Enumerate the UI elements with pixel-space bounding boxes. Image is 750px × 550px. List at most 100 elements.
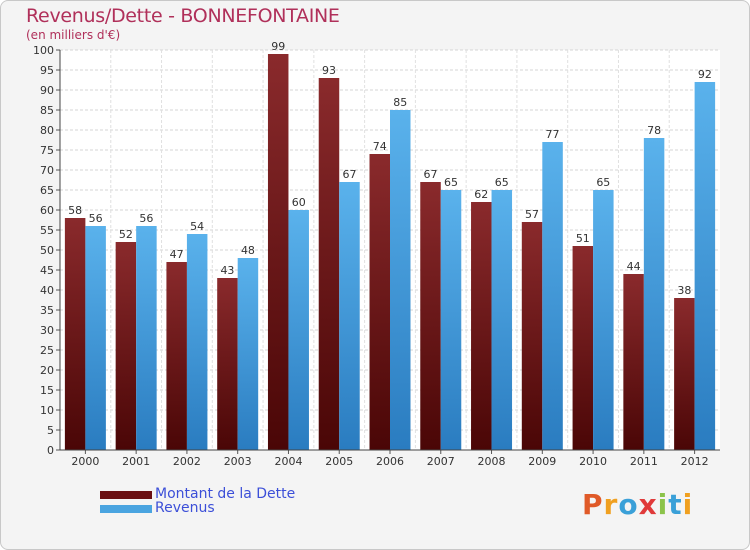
y-tick-label: 75 (40, 144, 54, 157)
data-label-dette: 58 (68, 204, 82, 217)
bar-dette (420, 182, 441, 450)
bar-dette (674, 298, 695, 450)
logo-letter: P (582, 488, 604, 521)
bar-revenus (288, 210, 309, 450)
bar-dette (217, 278, 238, 450)
y-tick-label: 5 (47, 424, 54, 437)
y-tick-label: 0 (47, 444, 54, 457)
bar-revenus (85, 226, 106, 450)
data-label-dette: 38 (677, 284, 691, 297)
y-tick-label: 30 (40, 324, 54, 337)
data-label-revenus: 67 (342, 168, 356, 181)
data-label-revenus: 65 (596, 176, 610, 189)
x-tick-label: 2008 (478, 455, 506, 468)
data-label-revenus: 85 (393, 96, 407, 109)
data-label-dette: 67 (424, 168, 438, 181)
bar-dette (521, 222, 543, 450)
x-tick-label: 2003 (224, 455, 252, 468)
bar-revenus (237, 258, 259, 450)
y-tick-label: 40 (40, 284, 54, 297)
bar-dette (318, 78, 340, 450)
bar-dette (267, 54, 289, 450)
legend-swatch-dette (100, 491, 152, 499)
data-label-revenus: 92 (698, 68, 712, 81)
bar-dette (64, 218, 86, 450)
data-label-dette: 47 (170, 248, 184, 261)
legend-label-revenus: Revenus (155, 500, 215, 516)
data-label-dette: 99 (271, 40, 285, 53)
data-label-revenus: 56 (139, 212, 153, 225)
x-tick-label: 2009 (528, 455, 556, 468)
bar-dette (572, 246, 594, 450)
data-label-revenus: 54 (190, 220, 204, 233)
x-tick-label: 2001 (122, 455, 150, 468)
logo-letter: i (682, 488, 694, 521)
data-label-revenus: 77 (546, 128, 560, 141)
y-tick-label: 45 (40, 264, 54, 277)
legend-label-dette: Montant de la Dette (155, 486, 296, 502)
bar-revenus (694, 82, 716, 450)
logo-letter: x (638, 488, 658, 521)
data-label-dette: 44 (627, 260, 641, 273)
data-label-dette: 52 (119, 228, 133, 241)
y-tick-label: 55 (40, 224, 54, 237)
bar-revenus (643, 138, 665, 450)
chart-title: Revenus/Dette - BONNEFONTAINE (26, 5, 340, 27)
bar-revenus (593, 190, 614, 450)
data-label-revenus: 60 (292, 196, 306, 209)
bar-revenus (339, 182, 360, 450)
logo-letter: i (657, 488, 669, 521)
bar-revenus (491, 190, 513, 450)
data-label-dette: 57 (525, 208, 539, 221)
data-label-dette: 62 (474, 188, 488, 201)
y-tick-label: 80 (40, 124, 54, 137)
data-label-dette: 51 (576, 232, 590, 245)
data-label-dette: 43 (220, 264, 234, 277)
y-tick-label: 70 (40, 164, 54, 177)
x-tick-label: 2006 (376, 455, 404, 468)
data-label-revenus: 56 (89, 212, 103, 225)
bar-revenus (136, 226, 157, 450)
data-label-revenus: 65 (444, 176, 458, 189)
bar-dette (471, 202, 492, 450)
bar-revenus (390, 110, 411, 450)
y-tick-label: 65 (40, 184, 54, 197)
y-tick-label: 100 (33, 44, 54, 57)
y-tick-label: 25 (40, 344, 54, 357)
bar-dette (369, 154, 390, 450)
data-label-revenus: 65 (495, 176, 509, 189)
x-tick-label: 2007 (427, 455, 455, 468)
legend-swatch-revenus (100, 505, 152, 513)
y-tick-label: 10 (40, 404, 54, 417)
x-tick-label: 2004 (274, 455, 302, 468)
y-tick-label: 60 (40, 204, 54, 217)
bar-dette (623, 274, 644, 450)
y-tick-label: 15 (40, 384, 54, 397)
bar-dette (166, 262, 187, 450)
proxiti-logo: Proxiti (582, 488, 693, 521)
logo-letter: t (668, 488, 683, 521)
bar-revenus (186, 234, 208, 450)
data-label-revenus: 48 (241, 244, 255, 257)
x-tick-label: 2010 (579, 455, 607, 468)
y-tick-label: 90 (40, 84, 54, 97)
logo-letter: o (618, 488, 639, 521)
y-tick-label: 35 (40, 304, 54, 317)
bar-dette (115, 242, 137, 450)
y-tick-label: 95 (40, 64, 54, 77)
bar-revenus (440, 190, 462, 450)
x-tick-label: 2011 (630, 455, 658, 468)
data-label-dette: 93 (322, 64, 336, 77)
x-tick-label: 2002 (173, 455, 201, 468)
logo-letter: r (603, 488, 619, 521)
x-tick-label: 2000 (71, 455, 99, 468)
x-tick-label: 2012 (681, 455, 709, 468)
data-label-revenus: 78 (647, 124, 661, 137)
bar-revenus (542, 142, 563, 450)
y-tick-label: 20 (40, 364, 54, 377)
y-tick-label: 50 (40, 244, 54, 257)
chart-subtitle: (en milliers d'€) (26, 28, 121, 42)
x-tick-label: 2005 (325, 455, 353, 468)
data-label-dette: 74 (373, 140, 387, 153)
